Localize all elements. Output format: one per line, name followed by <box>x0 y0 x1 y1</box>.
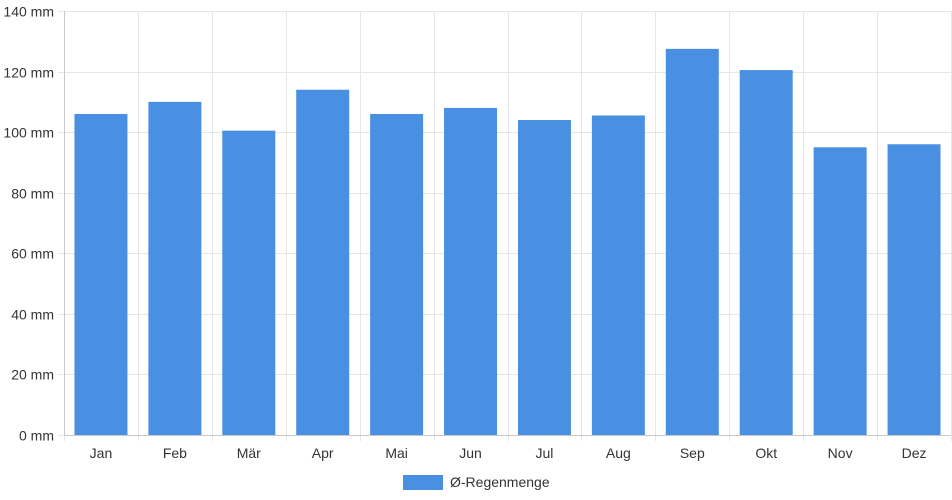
bar-dez[interactable] <box>887 144 941 435</box>
bar-okt[interactable] <box>739 70 793 436</box>
x-tick-label: Sep <box>680 445 705 461</box>
y-tick-label: 20 mm <box>11 367 54 383</box>
x-tick-label: Okt <box>755 445 777 461</box>
x-tick-label: Mär <box>237 445 261 461</box>
grid <box>58 11 952 441</box>
x-tick-label: Nov <box>828 445 853 461</box>
bar-sep[interactable] <box>665 48 719 435</box>
y-tick-label: 80 mm <box>11 186 54 202</box>
legend-label[interactable]: Ø-Regenmenge <box>450 474 550 490</box>
x-tick-label: Mai <box>385 445 408 461</box>
bar-jan[interactable] <box>74 113 128 435</box>
x-tick-label: Jul <box>536 445 554 461</box>
legend-swatch[interactable] <box>403 475 443 490</box>
x-tick-label: Apr <box>312 445 334 461</box>
bar-nov[interactable] <box>813 147 867 436</box>
y-tick-label: 40 mm <box>11 307 54 323</box>
y-tick-label: 100 mm <box>3 125 54 141</box>
bar-jul[interactable] <box>517 120 571 436</box>
y-tick-label: 140 mm <box>3 4 54 20</box>
y-tick-label: 60 mm <box>11 246 54 262</box>
x-tick-label: Aug <box>606 445 631 461</box>
x-tick-label: Feb <box>163 445 187 461</box>
y-tick-label: 120 mm <box>3 65 54 81</box>
legend[interactable]: Ø-Regenmenge <box>403 474 550 490</box>
x-tick-label: Jan <box>90 445 113 461</box>
bar-mai[interactable] <box>370 113 424 435</box>
bars <box>74 48 941 436</box>
bar-apr[interactable] <box>296 89 350 435</box>
x-tick-label: Dez <box>902 445 927 461</box>
bar-aug[interactable] <box>591 115 645 435</box>
bar-feb[interactable] <box>148 101 202 435</box>
x-tick-label: Jun <box>459 445 482 461</box>
bar-jun[interactable] <box>444 107 498 436</box>
y-tick-label: 0 mm <box>19 428 54 444</box>
y-axis: 0 mm 20 mm 40 mm 60 mm 80 mm 100 mm 120 mm 140 … <box>3 4 65 444</box>
x-axis: Jan Feb Mär Apr Mai Jun Jul Aug Sep Okt Nov Dez <box>64 435 951 461</box>
bar-mär[interactable] <box>222 130 276 435</box>
